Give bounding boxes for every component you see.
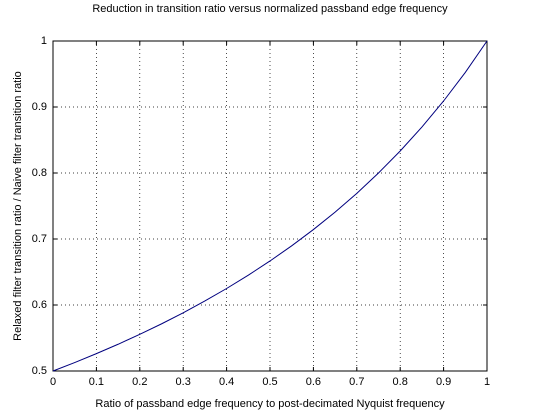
x-tick-label: 0.2 [132,376,147,388]
y-tick-label: 0.8 [32,167,47,179]
x-tick-label: 0.7 [349,376,364,388]
x-tick-label: 0.1 [89,376,104,388]
y-tick-label: 0.6 [32,299,47,311]
x-tick-label: 0 [50,376,56,388]
x-tick-label: 0.4 [219,376,234,388]
x-tick-label: 0.6 [306,376,321,388]
x-tick-label: 1 [484,376,490,388]
y-axis-label: Relaxed filter transition ratio / Naive … [12,71,24,341]
chart-title: Reduction in transition ratio versus nor… [92,3,448,15]
x-tick-label: 0.9 [436,376,451,388]
plot-frame [52,40,488,372]
x-tick-label: 0.5 [262,376,277,388]
x-axis-label: Ratio of passband edge frequency to post… [95,398,445,410]
y-tick-label: 0.7 [32,233,47,245]
x-tick-label: 0.8 [393,376,408,388]
y-tick-label: 0.5 [32,365,47,377]
y-tick-label: 1 [41,35,47,47]
y-tick-label: 0.9 [32,101,47,113]
data-line [52,40,488,372]
x-tick-label: 0.3 [176,376,191,388]
